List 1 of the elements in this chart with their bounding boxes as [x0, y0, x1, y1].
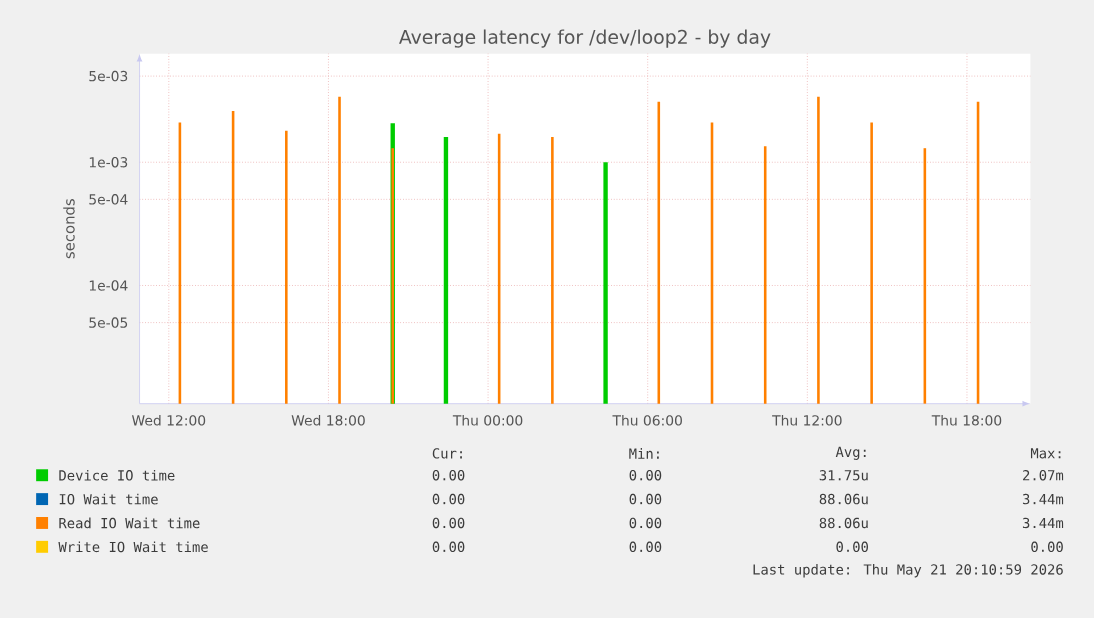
chart-title: Average latency for /dev/loop2 - by day — [399, 29, 771, 48]
